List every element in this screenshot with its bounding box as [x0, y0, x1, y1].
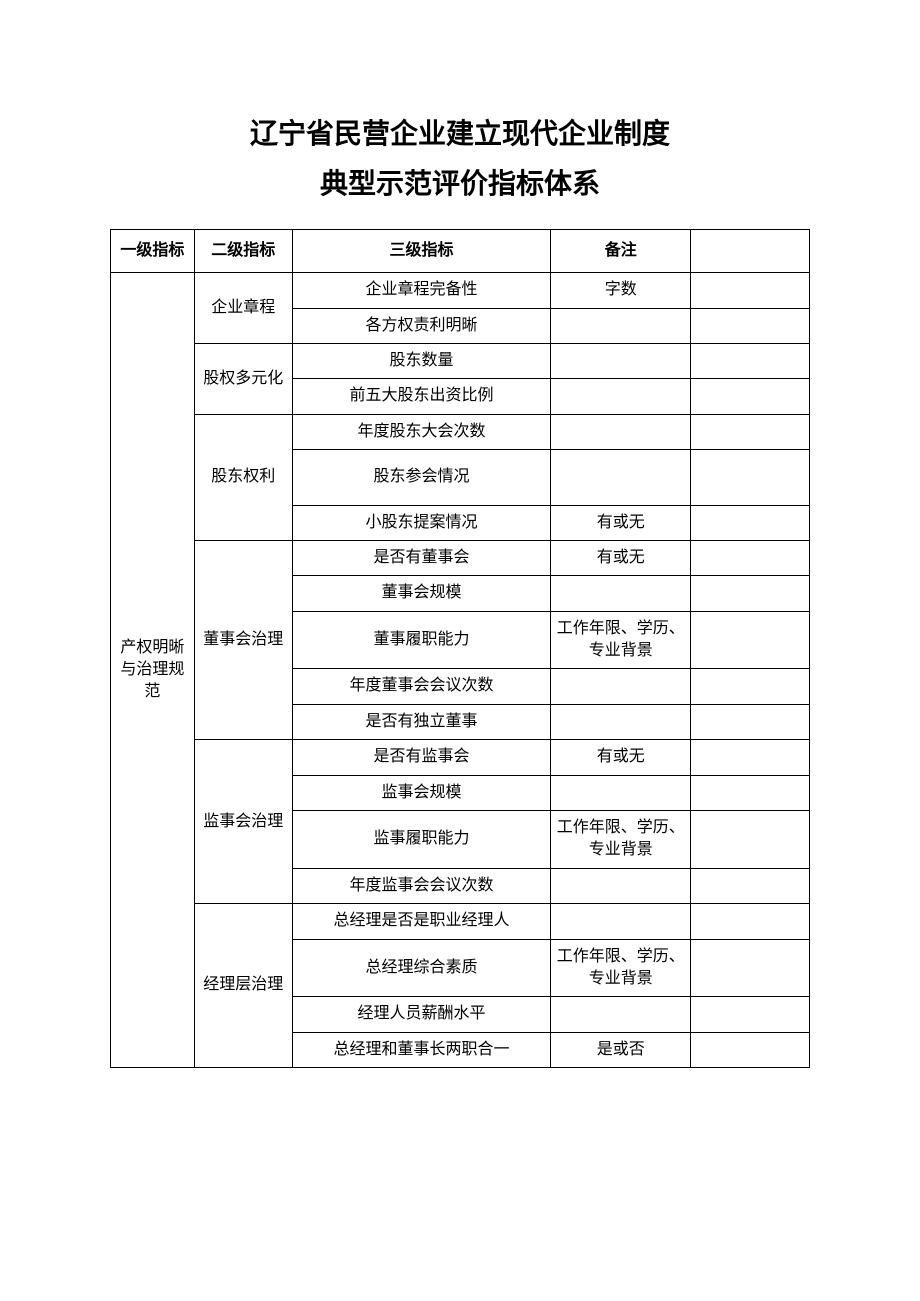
blank-cell [691, 669, 810, 704]
level3-cell: 前五大股东出资比例 [292, 379, 551, 414]
note-cell: 有或无 [551, 740, 691, 775]
level3-cell: 是否有监事会 [292, 740, 551, 775]
title-line-1: 辽宁省民营企业建立现代企业制度 [110, 110, 810, 160]
note-cell [551, 704, 691, 739]
note-cell [551, 308, 691, 343]
document-page: 辽宁省民营企业建立现代企业制度 典型示范评价指标体系 一级指标 二级指标 三级指… [0, 0, 920, 1148]
blank-cell [691, 379, 810, 414]
note-cell: 工作年限、学历、专业背景 [551, 611, 691, 669]
level3-cell: 监事会规模 [292, 775, 551, 810]
note-cell [551, 775, 691, 810]
level3-cell: 董事履职能力 [292, 611, 551, 669]
header-col1: 一级指标 [111, 229, 195, 272]
level2-cell: 股权多元化 [194, 343, 292, 414]
blank-cell [691, 414, 810, 449]
note-cell: 是或否 [551, 1032, 691, 1067]
blank-cell [691, 740, 810, 775]
table-row: 董事会治理 是否有董事会 有或无 [111, 540, 810, 575]
level3-cell: 总经理和董事长两职合一 [292, 1032, 551, 1067]
blank-cell [691, 505, 810, 540]
level3-cell: 总经理是否是职业经理人 [292, 904, 551, 939]
note-cell: 工作年限、学历、专业背景 [551, 811, 691, 869]
level2-cell: 监事会治理 [194, 740, 292, 904]
level1-cell: 产权明晰与治理规范 [111, 273, 195, 1068]
level2-cell: 经理层治理 [194, 904, 292, 1068]
header-col5 [691, 229, 810, 272]
level3-cell: 是否有董事会 [292, 540, 551, 575]
note-cell [551, 997, 691, 1032]
note-cell [551, 576, 691, 611]
note-cell [551, 379, 691, 414]
header-col4: 备注 [551, 229, 691, 272]
note-cell [551, 343, 691, 378]
blank-cell [691, 904, 810, 939]
title-line-2: 典型示范评价指标体系 [110, 160, 810, 210]
note-cell [551, 414, 691, 449]
header-col3: 三级指标 [292, 229, 551, 272]
level2-cell: 企业章程 [194, 273, 292, 344]
note-cell [551, 669, 691, 704]
level3-cell: 董事会规模 [292, 576, 551, 611]
blank-cell [691, 308, 810, 343]
blank-cell [691, 811, 810, 869]
level3-cell: 年度董事会会议次数 [292, 669, 551, 704]
blank-cell [691, 868, 810, 903]
table-row: 股东权利 年度股东大会次数 [111, 414, 810, 449]
level3-cell: 年度监事会会议次数 [292, 868, 551, 903]
note-cell: 工作年限、学历、专业背景 [551, 939, 691, 997]
level2-cell: 股东权利 [194, 414, 292, 540]
blank-cell [691, 576, 810, 611]
level3-cell: 股东参会情况 [292, 450, 551, 505]
table-row: 产权明晰与治理规范 企业章程 企业章程完备性 字数 [111, 273, 810, 308]
note-cell: 有或无 [551, 505, 691, 540]
blank-cell [691, 997, 810, 1032]
note-cell [551, 450, 691, 505]
note-cell [551, 868, 691, 903]
table-header-row: 一级指标 二级指标 三级指标 备注 [111, 229, 810, 272]
level3-cell: 监事履职能力 [292, 811, 551, 869]
level2-cell: 董事会治理 [194, 540, 292, 739]
blank-cell [691, 273, 810, 308]
level3-cell: 企业章程完备性 [292, 273, 551, 308]
blank-cell [691, 450, 810, 505]
blank-cell [691, 343, 810, 378]
blank-cell [691, 611, 810, 669]
level3-cell: 总经理综合素质 [292, 939, 551, 997]
table-row: 股权多元化 股东数量 [111, 343, 810, 378]
blank-cell [691, 704, 810, 739]
level3-cell: 年度股东大会次数 [292, 414, 551, 449]
note-cell [551, 904, 691, 939]
level3-cell: 是否有独立董事 [292, 704, 551, 739]
blank-cell [691, 1032, 810, 1067]
note-cell: 字数 [551, 273, 691, 308]
table-row: 监事会治理 是否有监事会 有或无 [111, 740, 810, 775]
header-col2: 二级指标 [194, 229, 292, 272]
level3-cell: 小股东提案情况 [292, 505, 551, 540]
blank-cell [691, 775, 810, 810]
blank-cell [691, 939, 810, 997]
note-cell: 有或无 [551, 540, 691, 575]
level3-cell: 经理人员薪酬水平 [292, 997, 551, 1032]
level3-cell: 股东数量 [292, 343, 551, 378]
indicator-table: 一级指标 二级指标 三级指标 备注 产权明晰与治理规范 企业章程 企业章程完备性… [110, 229, 810, 1068]
blank-cell [691, 540, 810, 575]
table-row: 经理层治理 总经理是否是职业经理人 [111, 904, 810, 939]
level3-cell: 各方权责利明晰 [292, 308, 551, 343]
